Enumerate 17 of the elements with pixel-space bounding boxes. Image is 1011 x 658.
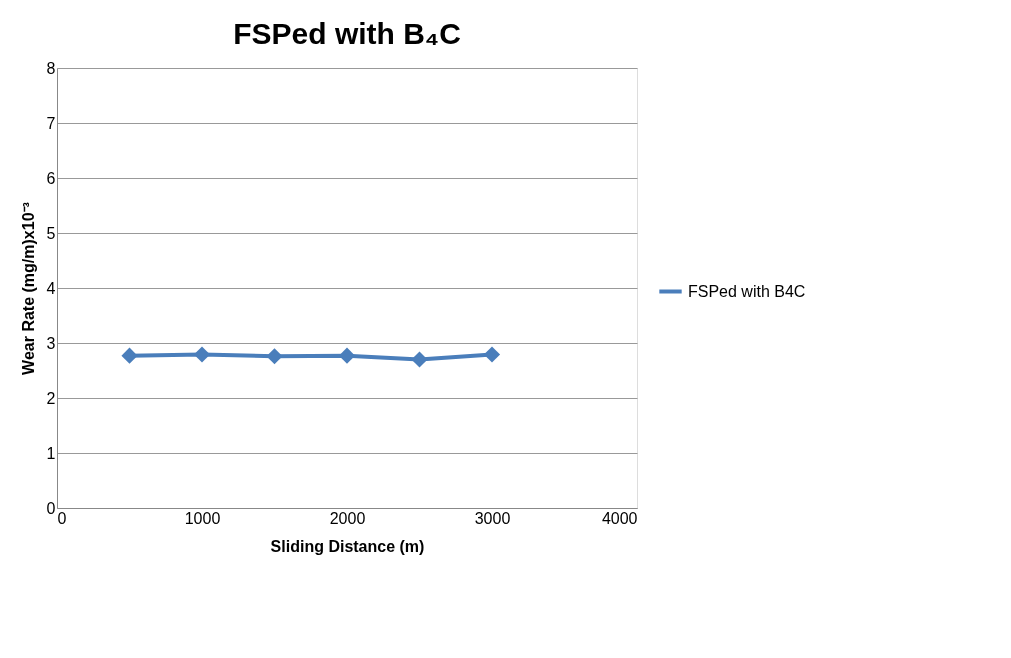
x-tick-label: 2000 xyxy=(329,509,366,527)
y-tick-label: 1 xyxy=(46,444,56,462)
y-tick-label: 3 xyxy=(46,334,56,352)
chart-title: FSPed with B₄C xyxy=(233,17,461,50)
y-tick-label: 4 xyxy=(46,279,56,297)
y-tick-label: 8 xyxy=(46,59,56,77)
y-tick-label: 6 xyxy=(46,169,56,187)
y-tick-label: 5 xyxy=(46,224,56,242)
y-tick-label: 2 xyxy=(46,389,56,407)
y-axis-title: Wear Rate (mg/m)x10⁻³ xyxy=(19,202,37,375)
x-tick-label: 1000 xyxy=(184,509,221,527)
x-tick-label: 4000 xyxy=(601,509,638,527)
legend-label: FSPed with B4C xyxy=(688,282,806,300)
y-tick-label: 7 xyxy=(46,114,56,132)
x-axis-title: Sliding Distance (m) xyxy=(270,537,425,555)
x-tick-label: 0 xyxy=(57,509,67,527)
x-tick-label: 3000 xyxy=(474,509,511,527)
